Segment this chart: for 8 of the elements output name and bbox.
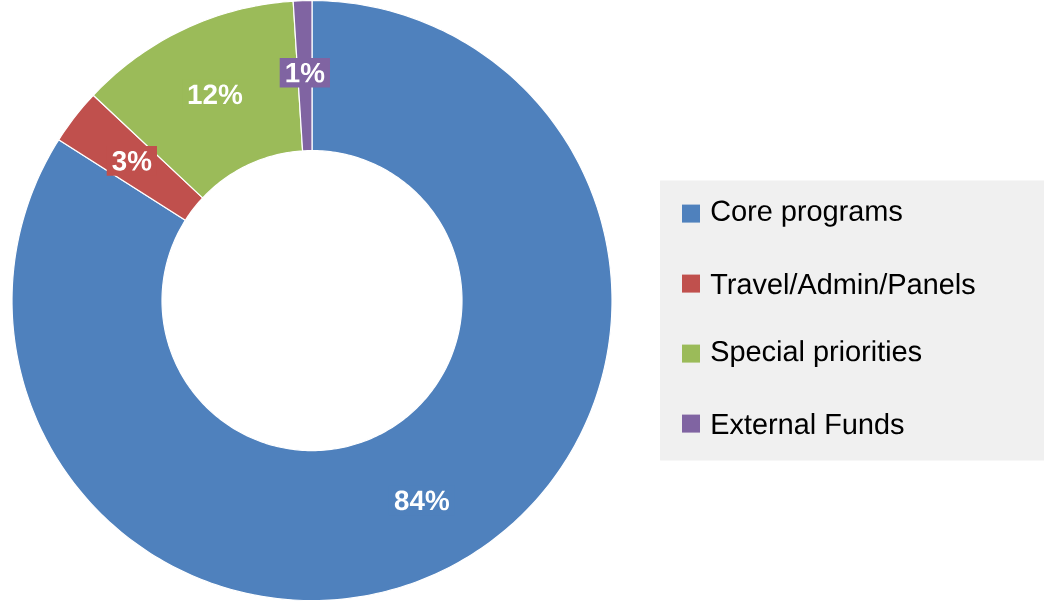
data-label: 12% — [188, 84, 243, 105]
legend-label: Core programs — [711, 200, 902, 227]
data-label: 3% — [112, 151, 152, 171]
legend-label: External Funds — [712, 413, 904, 435]
data-label: 1% — [286, 63, 325, 83]
legend-label: Special priorities — [711, 340, 922, 368]
data-label: 84% — [394, 490, 450, 511]
legend-label: Travel/Admin/Panels — [710, 273, 975, 295]
